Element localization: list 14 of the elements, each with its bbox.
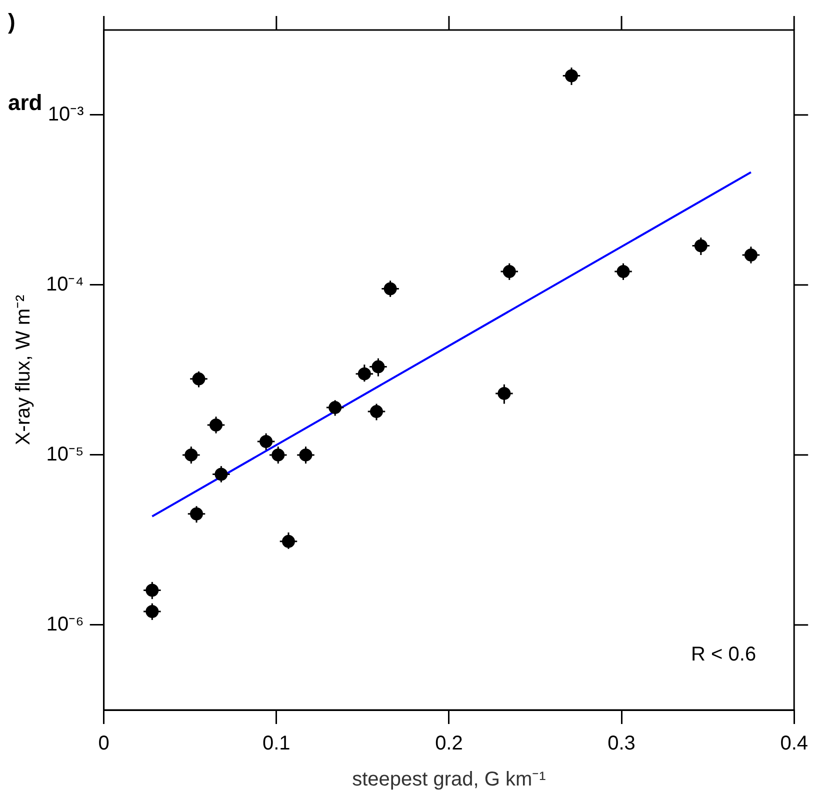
y-tick-label: 10⁻⁶ [46,613,84,636]
y-tick-label: 10⁻⁴ [46,273,84,296]
x-tick-label: 0.3 [608,732,636,755]
text: ) [8,9,16,34]
x-tick-label: 0 [98,732,110,755]
y-tick-label: 10⁻³ [48,103,84,126]
y-axis-title: X-ray flux, W m⁻² [12,294,35,446]
y-tick-label: 10⁻⁵ [46,443,84,466]
x-tick-label: 0.4 [780,732,808,755]
annotation: R < 0.6 [691,644,756,666]
text: ard [8,90,42,116]
x-tick-label: 0.2 [435,732,463,755]
x-axis-title: steepest grad, G km⁻¹ [352,768,546,791]
x-tick-label: 0.1 [262,732,290,755]
